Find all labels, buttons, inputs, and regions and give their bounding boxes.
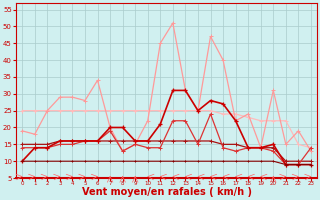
X-axis label: Vent moyen/en rafales ( km/h ): Vent moyen/en rafales ( km/h ) [82,187,252,197]
